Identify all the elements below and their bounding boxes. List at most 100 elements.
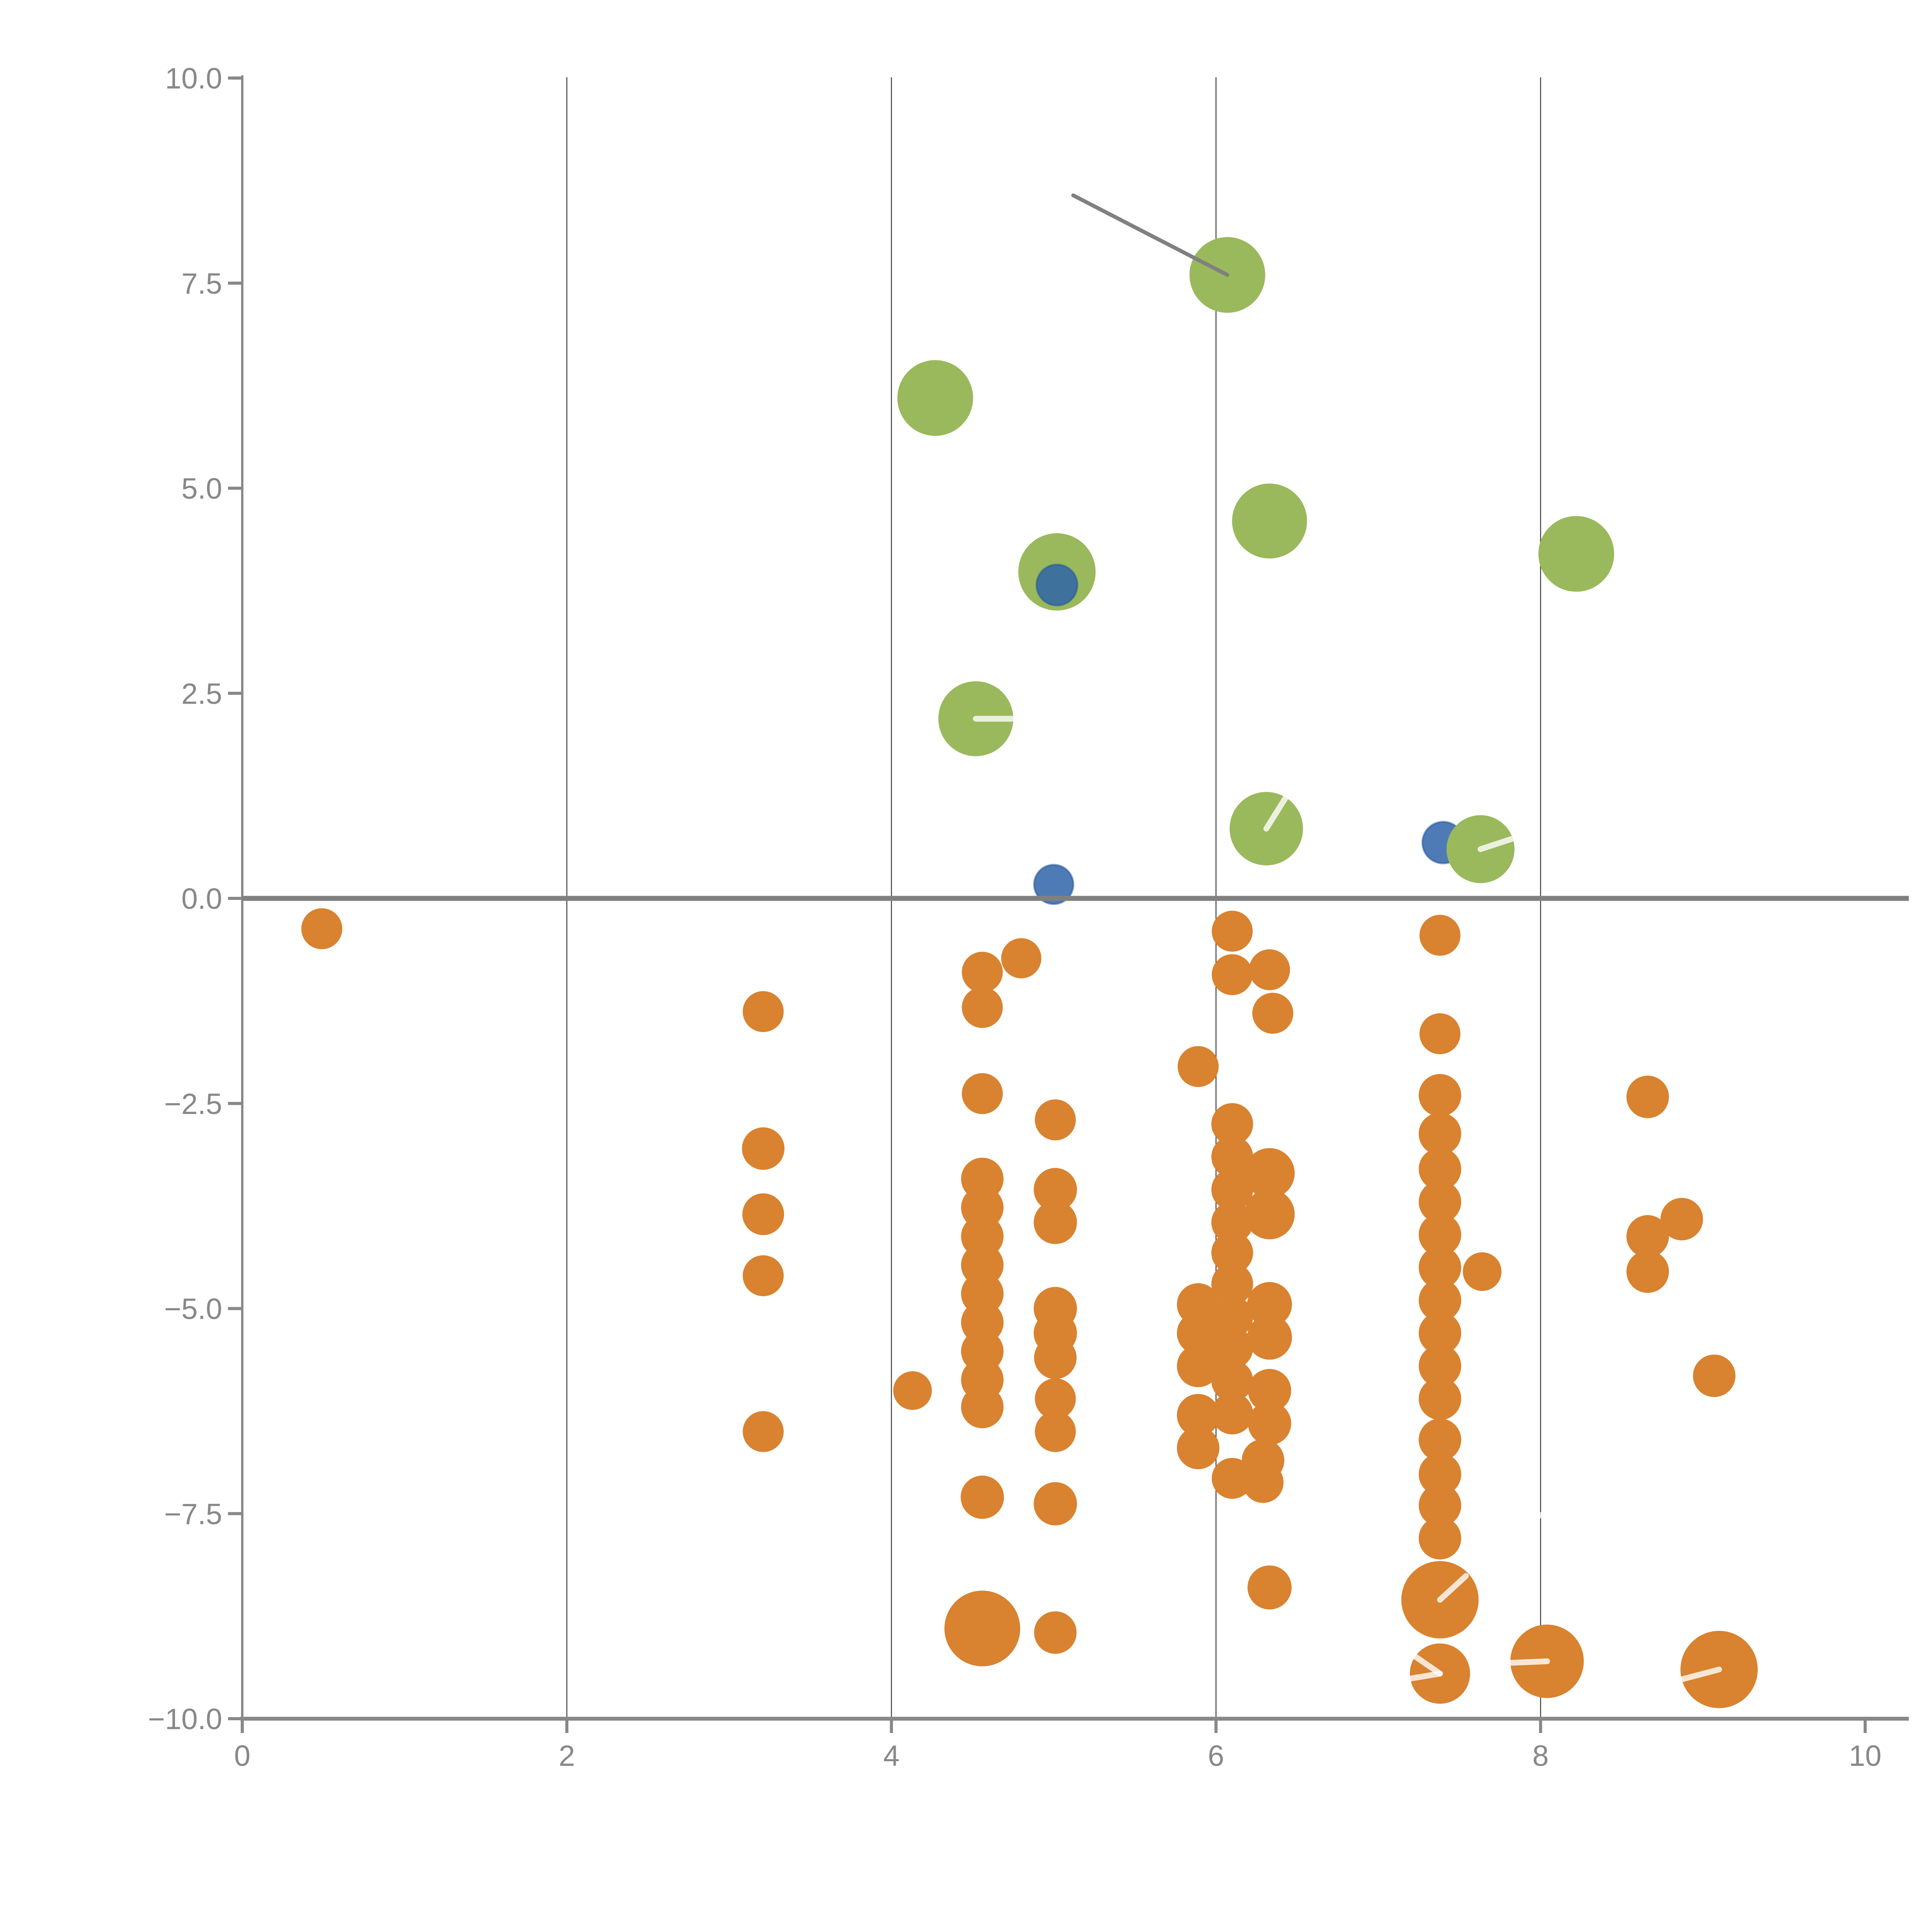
orange-bubble [1418, 1378, 1461, 1420]
orange-bubble [1212, 954, 1253, 995]
white-rule-line [1406, 1649, 1443, 1677]
green-bubble [1538, 516, 1614, 592]
y-tick-label: −7.5 [164, 1498, 222, 1531]
orange-bubble [1035, 1099, 1076, 1141]
orange-bubble [1626, 1250, 1669, 1293]
y-tick-label: −5.0 [164, 1293, 222, 1326]
orange-bubble [1626, 1215, 1669, 1258]
orange-bubble [1001, 938, 1041, 978]
orange-bubble [1418, 1180, 1461, 1223]
orange-bubble [1034, 1482, 1077, 1526]
orange-bubble [1177, 1345, 1219, 1388]
blue-bubble [1035, 563, 1078, 607]
white-rule-line [1263, 794, 1289, 832]
orange-bubble [743, 1255, 784, 1296]
tick-labels-layer: 10.0 7.5 5.0 2.5 0.0 −2.5 −5.0 −7.5 −10.0 0 2 4 6 8 10 [148, 62, 1882, 1772]
orange-bubble [1248, 1401, 1291, 1445]
orange-bubble [1212, 1458, 1253, 1499]
x-tick-label: 6 [1208, 1740, 1224, 1772]
orange-bubble [1418, 1112, 1461, 1155]
x-tick-label: 2 [559, 1740, 575, 1772]
orange-bubble [1418, 1279, 1461, 1322]
orange-bubble [1242, 1462, 1284, 1503]
white-rule-line [1520, 1506, 1561, 1525]
orange-bubble [1418, 1453, 1461, 1496]
orange-bubble [1211, 1393, 1253, 1435]
orange-bubble [893, 1371, 932, 1410]
orange-bubble [1034, 1201, 1077, 1244]
orange-bubble [743, 1411, 784, 1452]
y-tick-label: −10.0 [148, 1703, 222, 1736]
orange-bubble [1212, 910, 1253, 952]
x-tick-label: 8 [1532, 1740, 1549, 1772]
orange-bubble [961, 1386, 1004, 1429]
orange-bubble [1626, 1075, 1669, 1118]
white-rule-line [1679, 1667, 1722, 1682]
orange-bubble [1211, 1136, 1253, 1178]
orange-bubble [1247, 1282, 1292, 1327]
orange-bubble [1211, 1103, 1253, 1145]
white-rule-line [1393, 1670, 1443, 1684]
orange-bubble [961, 1475, 1004, 1519]
orange-bubble [1249, 949, 1290, 990]
x-tick-label: 10 [1849, 1740, 1882, 1772]
orange-bubble [742, 1127, 785, 1170]
orange-bubble [962, 1073, 1003, 1114]
orange-bubble [743, 991, 784, 1032]
orange-bubble [1177, 1394, 1219, 1437]
y-tick-label: 10.0 [165, 62, 222, 95]
orange-bubble [1418, 1484, 1461, 1527]
orange-bubble [1177, 1427, 1219, 1469]
orange-bubble [1211, 1232, 1253, 1274]
white-rule-line [1505, 1658, 1550, 1666]
blue-bubble [1033, 864, 1075, 905]
rule-lines-layer [973, 193, 1722, 1684]
y-tick-label: 5.0 [181, 473, 222, 505]
orange-bubble [1177, 1312, 1219, 1355]
orange-bubble [962, 987, 1003, 1028]
white-rule-line [1478, 835, 1516, 852]
orange-bubble [1418, 1345, 1461, 1388]
orange-bubble [1418, 1213, 1461, 1256]
gray-rule-line [1071, 193, 1230, 277]
y-tick-label: 2.5 [181, 677, 222, 710]
orange-bubble [1034, 1168, 1077, 1211]
orange-bubble [1247, 1315, 1292, 1360]
orange-bubble [1034, 1611, 1077, 1654]
orange-bubble [1418, 1312, 1461, 1355]
orange-bubble [1211, 1360, 1253, 1402]
bubbles-layer [301, 237, 1758, 1708]
axes-layer [228, 75, 1909, 1733]
orange-bubble [1419, 915, 1461, 956]
orange-bubble [301, 908, 342, 949]
y-tick-label: −2.5 [164, 1088, 222, 1121]
orange-bubble [1211, 1296, 1253, 1338]
orange-bubble [1211, 1327, 1253, 1369]
orange-bubble [1418, 1517, 1461, 1560]
orange-bubble [1247, 1565, 1292, 1610]
y-tick-label: 0.0 [181, 883, 222, 915]
orange-bubble [1418, 1074, 1461, 1117]
x-tick-label: 0 [234, 1740, 250, 1772]
orange-bubble [1244, 1189, 1295, 1240]
orange-bubble [944, 1590, 1020, 1667]
orange-bubble [1035, 1378, 1076, 1420]
orange-bubble [1211, 1168, 1253, 1211]
orange-bubble [1211, 1201, 1253, 1243]
orange-bubble [1418, 1418, 1461, 1461]
orange-bubble [1248, 1369, 1291, 1412]
orange-bubble [1419, 1013, 1461, 1054]
green-bubble [897, 360, 973, 436]
y-tick-label: 7.5 [181, 267, 222, 300]
orange-bubble [1034, 1336, 1077, 1379]
orange-bubble [1177, 1046, 1219, 1087]
orange-bubble [1244, 1148, 1295, 1199]
orange-bubble [1693, 1354, 1736, 1397]
orange-bubble [1660, 1198, 1703, 1241]
orange-bubble [1418, 1148, 1461, 1190]
green-bubble [1232, 483, 1307, 559]
orange-bubble [1211, 1263, 1253, 1305]
white-rule-line [1437, 1573, 1469, 1603]
